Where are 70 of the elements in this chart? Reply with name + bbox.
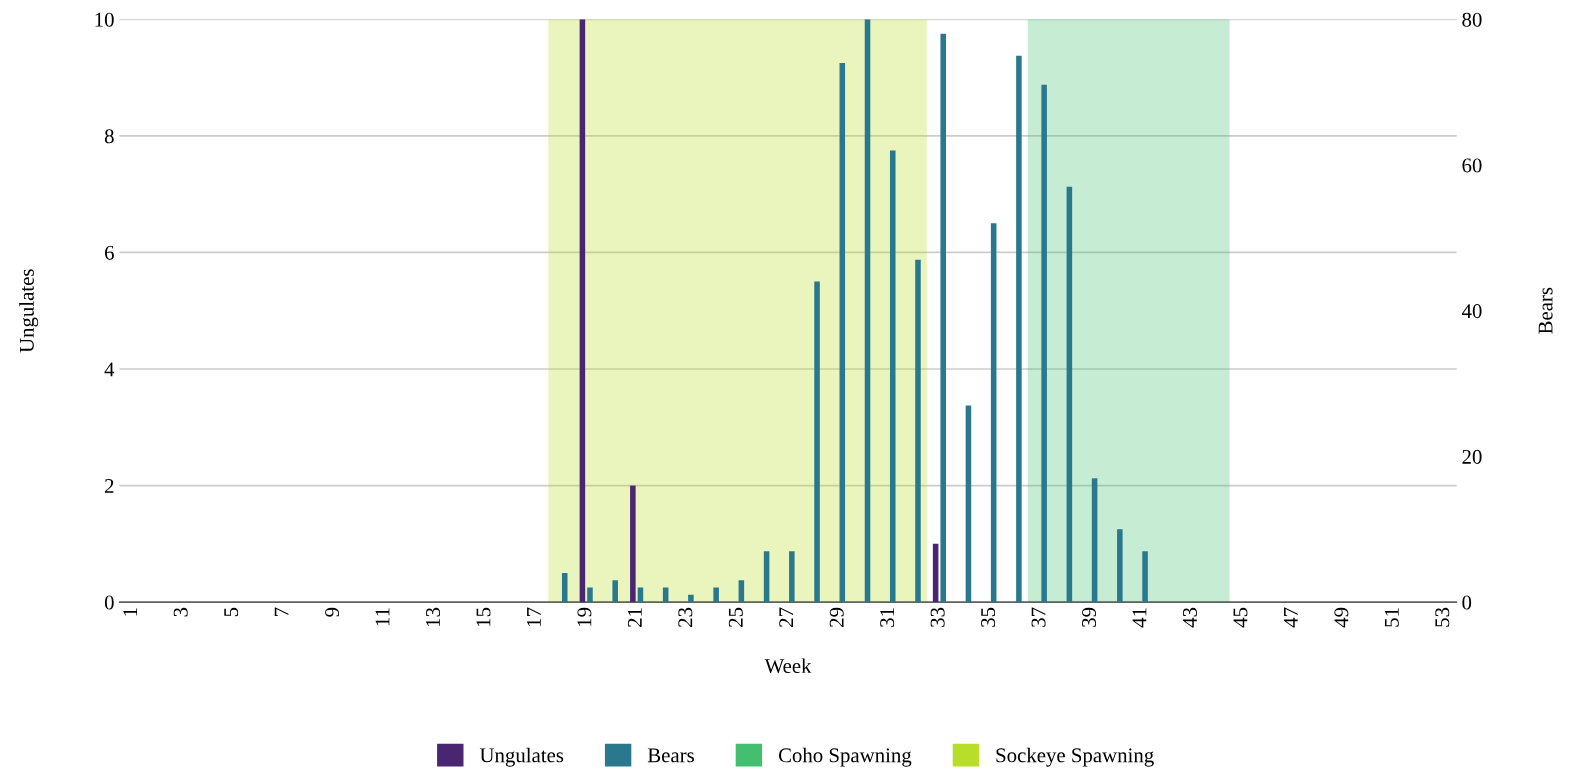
x-tick-label: 15 (476, 607, 491, 627)
x-tick-label: 31 (880, 608, 895, 627)
x-tick-label: 19 (577, 607, 592, 627)
y-tick-label: 8 (104, 129, 114, 144)
bar (561, 573, 568, 603)
y2-tick-label: 60 (1462, 158, 1482, 173)
x-tick-label: 29 (829, 607, 844, 627)
x-tick-label: 9 (325, 607, 340, 617)
x-tick-label: 11 (375, 608, 390, 626)
bar (965, 405, 972, 603)
bar (864, 19, 871, 603)
x-tick-label: 21 (627, 608, 642, 627)
y-tick-label: 6 (105, 245, 114, 260)
x-tick-label: 39 (1082, 607, 1097, 627)
x-tick-label: 7 (274, 607, 289, 617)
x-tick-label: 1 (123, 608, 138, 616)
bar (738, 580, 745, 603)
bar (839, 63, 846, 603)
x-tick-label: 17 (526, 607, 541, 627)
bar (889, 150, 896, 603)
bar (587, 587, 593, 603)
y2-tick-label: 20 (1462, 449, 1482, 464)
x-tick-label: 5 (224, 607, 239, 617)
y-axis-title: Ungulates (19, 269, 39, 353)
y2-tick-label: 80 (1462, 12, 1482, 27)
x-tick-label: 47 (1283, 607, 1298, 628)
bar (1066, 186, 1073, 603)
x-tick-label: 23 (678, 607, 693, 627)
y-tick-label: 2 (105, 479, 114, 493)
bar (713, 587, 719, 603)
x-tick-label: 33 (930, 607, 945, 627)
y2-axis-title: Bears (1538, 287, 1553, 334)
y-tick-label: 0 (104, 595, 114, 610)
bar (814, 281, 820, 603)
y2-tick-label: 0 (1462, 595, 1472, 610)
bar (1091, 478, 1098, 603)
legend-label: Sockeye Spawning (996, 747, 1154, 767)
x-axis-title: Week (764, 658, 812, 674)
x-tick-label: 51 (1384, 608, 1399, 627)
bar (1041, 84, 1047, 603)
bar (940, 33, 946, 603)
y-tick-label: 4 (104, 362, 115, 377)
y-tick-label: 10 (95, 12, 114, 27)
bar (763, 551, 770, 603)
x-tick-label: 43 (1182, 607, 1197, 628)
bar (1142, 551, 1148, 603)
bar (612, 580, 618, 603)
legend-label: Ungulates (479, 747, 564, 767)
bar (932, 543, 939, 603)
bar (990, 223, 997, 603)
bar (789, 551, 795, 603)
bar (688, 594, 694, 603)
bar (1016, 55, 1022, 603)
bar (1117, 529, 1123, 603)
x-tick-label: 37 (1031, 607, 1046, 627)
bar (915, 259, 921, 603)
y2-tick-label: 40 (1461, 304, 1482, 319)
x-tick-label: 27 (779, 607, 794, 627)
legend-label: Coho Spawning (778, 747, 912, 767)
bar (630, 485, 636, 603)
x-tick-label: 41 (1132, 608, 1147, 628)
x-tick-label: 35 (981, 607, 996, 627)
bar (579, 19, 586, 603)
x-tick-label: 25 (728, 607, 743, 627)
legend-label: Bears (647, 748, 694, 763)
x-tick-label: 13 (426, 607, 441, 627)
x-tick-label: 49 (1334, 607, 1349, 628)
x-tick-label: 3 (173, 607, 188, 617)
x-tick-label: 45 (1233, 607, 1248, 628)
x-tick-label: 53 (1435, 607, 1450, 627)
